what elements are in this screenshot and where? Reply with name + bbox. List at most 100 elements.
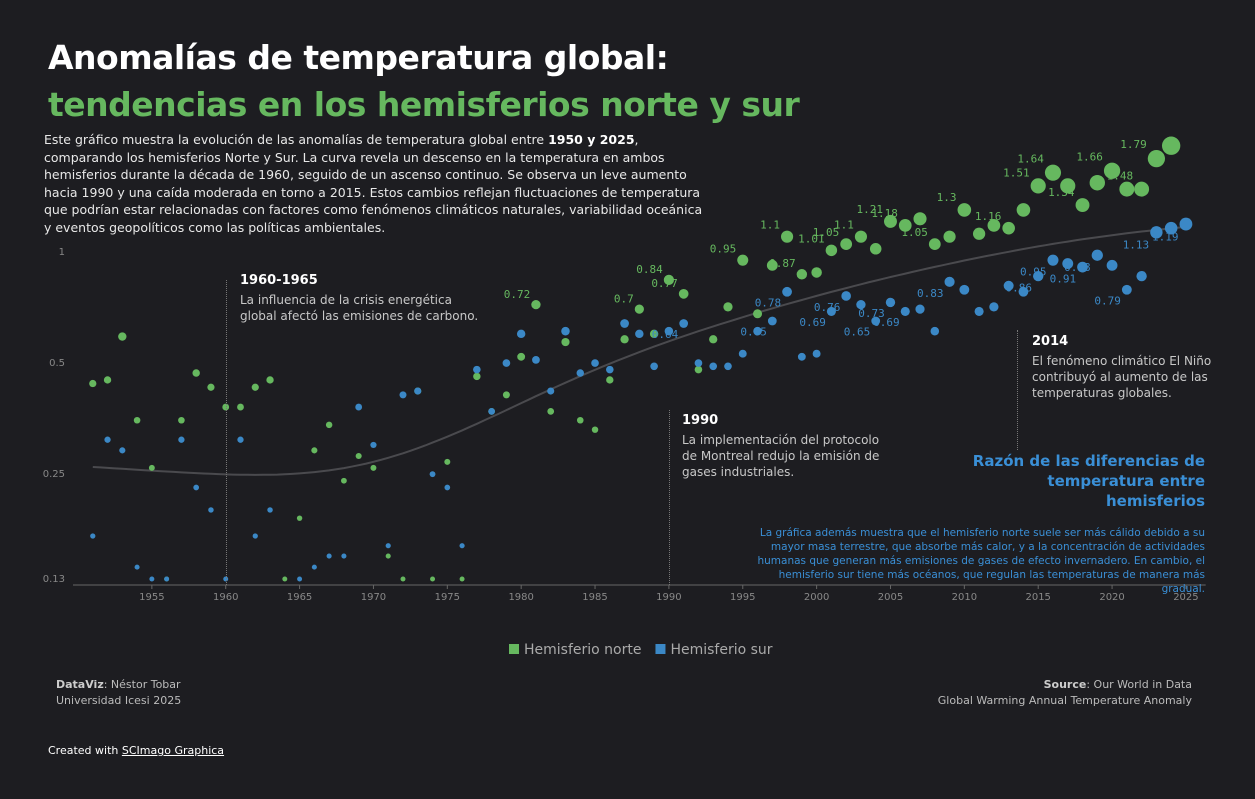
side-note-text: La gráfica además muestra que el hemisfe… (757, 527, 1205, 595)
data-point (355, 452, 362, 460)
value-label: 0.79 (1094, 295, 1121, 308)
data-point (724, 362, 732, 371)
data-point (649, 329, 659, 339)
annotation: 2014 El fenómeno climático El Niño contr… (1032, 334, 1212, 401)
value-label: 1.18 (871, 207, 898, 220)
created-text: Created with (48, 744, 122, 757)
data-point (737, 254, 749, 266)
annotation-title: 1960-1965 (240, 273, 318, 288)
data-point (267, 507, 273, 513)
data-point (104, 436, 111, 443)
value-label: 0.64 (652, 328, 679, 341)
data-point (459, 543, 465, 549)
data-point (90, 533, 96, 539)
value-label: 1.05 (813, 226, 840, 239)
x-tick-label: 2010 (952, 592, 977, 603)
data-point (561, 326, 570, 336)
value-label: 0.86 (1006, 281, 1033, 294)
data-point (355, 403, 363, 411)
value-label: 0.7 (614, 293, 634, 306)
data-point (1161, 136, 1181, 155)
data-point (444, 458, 451, 465)
value-label: 0.83 (917, 287, 944, 300)
data-point (385, 553, 391, 559)
value-label: 0.65 (740, 325, 767, 338)
description-bold: 1950 y 2025 (548, 132, 635, 147)
data-point (103, 376, 112, 384)
data-point (1033, 270, 1044, 282)
data-point (459, 576, 465, 582)
data-point (370, 441, 377, 449)
data-point (207, 383, 215, 391)
data-point (869, 243, 882, 255)
data-point (473, 365, 481, 374)
data-point (606, 376, 614, 384)
data-point (1047, 254, 1059, 266)
data-point (325, 421, 333, 429)
data-point (781, 230, 794, 243)
trend-line (92, 225, 1186, 476)
data-point (297, 576, 303, 582)
data-point (1075, 198, 1090, 212)
data-point (532, 356, 540, 364)
data-point (1134, 181, 1150, 197)
y-tick-label: 0.25 (43, 469, 65, 480)
data-point (237, 436, 244, 443)
source-label: Source (1043, 678, 1087, 691)
legend-swatch (655, 644, 666, 654)
data-point (399, 391, 407, 399)
data-point (488, 407, 495, 415)
data-point (913, 212, 927, 226)
data-point (1030, 178, 1046, 194)
data-point (502, 391, 510, 399)
data-point (1091, 249, 1103, 261)
data-point (915, 304, 925, 314)
data-point (1121, 284, 1132, 295)
data-point (957, 203, 972, 217)
value-label: 1.3 (937, 191, 957, 204)
side-note: Razón de las diferencias de temperatura … (735, 451, 1205, 596)
annotation: 1960-1965 La influencia de la crisis ene… (240, 273, 480, 324)
x-tick-label: 1975 (435, 592, 460, 603)
data-point (796, 269, 808, 280)
data-point (753, 326, 762, 336)
value-label: 1.01 (798, 233, 825, 246)
value-label: 0.87 (769, 257, 796, 270)
data-point (192, 369, 200, 377)
legend-swatch (509, 644, 519, 654)
value-label: 1.19 (1152, 230, 1179, 243)
value-label: 0.72 (504, 288, 531, 301)
data-point (620, 319, 629, 328)
data-point (840, 238, 853, 251)
data-point (1179, 217, 1193, 231)
value-label: 1.51 (1003, 166, 1030, 179)
data-point (547, 407, 555, 415)
x-tick-label: 1960 (213, 592, 238, 603)
value-label: 0.95 (710, 243, 737, 256)
tool-link[interactable]: SCImago Graphica (121, 744, 225, 757)
data-point (178, 436, 185, 443)
data-point (972, 227, 986, 240)
annotation-text: El fenómeno climático El Niño contribuyó… (1032, 354, 1212, 400)
data-point (89, 379, 97, 388)
data-point (1119, 181, 1135, 197)
data-point (1089, 175, 1105, 191)
data-point (811, 267, 822, 278)
data-point (164, 576, 170, 582)
data-point (133, 416, 141, 424)
x-tick-label: 1970 (361, 592, 386, 603)
data-point (178, 416, 185, 424)
data-point (738, 349, 747, 358)
data-point (944, 276, 955, 287)
annotation-text: La implementación del protocolo de Montr… (682, 433, 880, 479)
legend-label: Hemisferio norte (524, 642, 641, 658)
data-point (898, 219, 912, 232)
data-point (222, 403, 230, 411)
value-label: 1.16 (975, 210, 1002, 223)
value-label: 0.65 (844, 325, 871, 338)
data-point (1147, 150, 1166, 168)
data-point (1016, 203, 1031, 217)
annotation-title: 1990 (682, 413, 719, 428)
data-point (663, 274, 675, 286)
data-point (812, 349, 821, 358)
